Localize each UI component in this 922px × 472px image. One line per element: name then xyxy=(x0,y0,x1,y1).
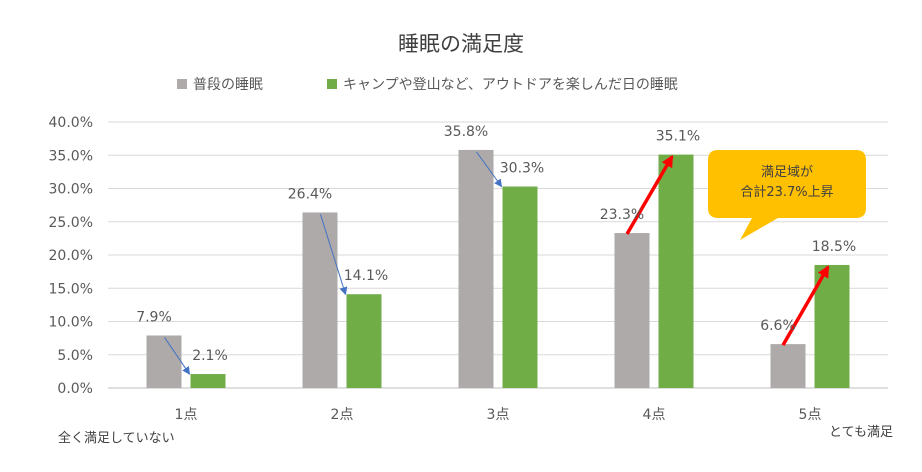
x-category-label: 3点 xyxy=(487,407,510,423)
x-axis-categories: 1点 2点 3点 4点 5点 xyxy=(175,407,822,423)
gridlines xyxy=(108,121,888,389)
increase-arrow xyxy=(781,265,830,346)
scale-high-note: とても満足 xyxy=(829,425,893,440)
bar-regular-sleep xyxy=(146,335,182,388)
decrease-arrow xyxy=(164,337,191,375)
callout-line2: 合計23.7%上昇 xyxy=(740,184,833,200)
bar-regular-sleep xyxy=(302,212,338,388)
y-tick-label: 35.0% xyxy=(49,148,93,164)
data-label: 35.8% xyxy=(444,124,488,140)
y-tick-label: 15.0% xyxy=(49,281,93,297)
data-label: 26.4% xyxy=(288,186,332,202)
data-label: 35.1% xyxy=(656,129,700,145)
legend: 普段の睡眠 キャンプや登山など、アウトドアを楽しんだ日の睡眠 xyxy=(177,77,678,93)
decrease-arrow xyxy=(476,151,503,188)
callout-line1: 満足域が xyxy=(761,165,813,180)
y-tick-label: 5.0% xyxy=(57,348,93,364)
data-label: 23.3% xyxy=(600,207,644,223)
data-labels: 7.9% 2.1% 26.4% 14.1% 35.8% 30.3% 23.3% 35.1% 6.… xyxy=(136,124,856,364)
arrows xyxy=(164,151,830,375)
y-tick-label: 30.0% xyxy=(49,182,93,198)
callout: 満足域が 合計23.7%上昇 xyxy=(708,150,866,240)
bar-regular-sleep xyxy=(770,344,806,388)
bar-regular-sleep xyxy=(614,233,650,388)
y-tick-label: 40.0% xyxy=(49,115,93,131)
x-category-label: 2点 xyxy=(331,407,354,423)
bar-outdoor-sleep xyxy=(502,186,538,388)
legend-swatch-regular xyxy=(177,79,187,89)
bar-outdoor-sleep xyxy=(346,294,382,388)
legend-label-outdoor: キャンプや登山など、アウトドアを楽しんだ日の睡眠 xyxy=(343,77,678,93)
y-tick-label: 0.0% xyxy=(57,381,93,397)
data-label: 30.3% xyxy=(500,161,544,177)
chart-title: 睡眠の満足度 xyxy=(398,32,524,56)
data-label: 2.1% xyxy=(192,348,228,364)
x-category-label: 1点 xyxy=(175,407,198,423)
bar-outdoor-sleep xyxy=(190,374,226,388)
data-label: 18.5% xyxy=(812,239,856,255)
y-tick-label: 20.0% xyxy=(49,248,93,264)
bar-regular-sleep xyxy=(458,149,494,388)
x-category-label: 4点 xyxy=(643,407,666,423)
legend-swatch-outdoor xyxy=(327,79,337,89)
callout-bubble xyxy=(708,150,866,240)
data-label: 7.9% xyxy=(136,309,172,325)
data-label: 6.6% xyxy=(760,318,796,334)
legend-label-regular: 普段の睡眠 xyxy=(193,77,263,93)
bar-outdoor-sleep xyxy=(658,154,694,388)
y-tick-label: 10.0% xyxy=(49,315,93,331)
y-tick-label: 25.0% xyxy=(49,215,93,231)
x-category-label: 5点 xyxy=(799,407,822,423)
decrease-arrow xyxy=(320,214,348,296)
scale-low-note: 全く満足していない xyxy=(58,430,175,446)
increase-arrow xyxy=(625,154,674,235)
data-label: 14.1% xyxy=(344,268,388,284)
y-axis-ticks: 0.0% 5.0% 10.0% 15.0% 20.0% 25.0% 30.0% 35.0% 40… xyxy=(49,115,93,397)
bar-outdoor-sleep xyxy=(814,264,850,388)
bars xyxy=(146,149,850,388)
